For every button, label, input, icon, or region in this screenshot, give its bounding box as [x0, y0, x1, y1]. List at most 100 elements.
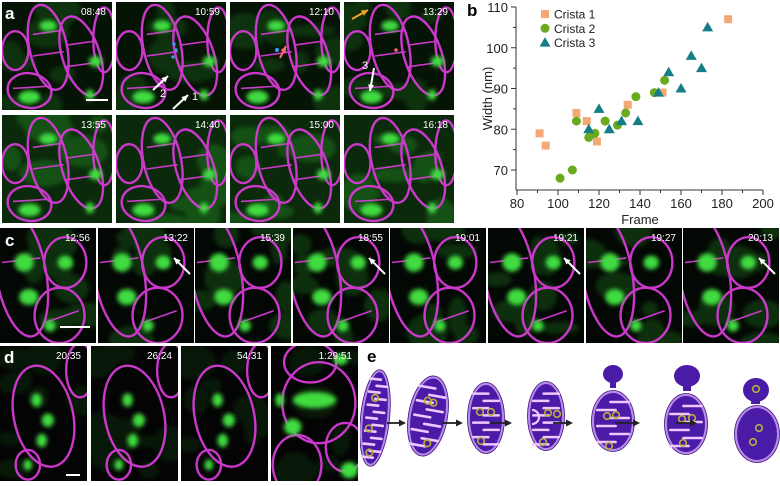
x-tick-label: 80 [510, 196, 524, 211]
timestamp: 13:22 [162, 233, 188, 244]
micrograph-image [344, 115, 454, 223]
timestamp: 54:31 [236, 351, 262, 362]
stage-2-mitochondrion-icon [407, 375, 449, 457]
svg-text:Crista 2: Crista 2 [554, 22, 596, 36]
y-tick-label: 110 [487, 0, 508, 15]
timestamp: 12:10 [308, 7, 334, 18]
timestamp: 20:35 [55, 351, 81, 362]
stage-7-mitochondrion-icon [734, 378, 780, 463]
micrograph-image [293, 228, 389, 343]
svg-text:Crista 3: Crista 3 [554, 36, 596, 50]
marker-dot-icon [394, 48, 398, 52]
timestamp: 19:21 [552, 233, 578, 244]
x-tick-label: 180 [711, 196, 733, 211]
micrograph-panel: 19:01 [390, 228, 486, 343]
timestamp: 10:59 [194, 7, 220, 18]
micrograph-panel: 13:22 [98, 228, 194, 343]
legend-item: Crista 2 [540, 22, 596, 36]
micrograph-panel: 12:56 [0, 228, 96, 343]
scale-bar [86, 99, 108, 101]
micrograph-panel: 14:40 [116, 115, 226, 223]
micrograph-panel: 13:29 3 [344, 2, 454, 110]
panel-label-d: d [4, 348, 15, 367]
stage-4-mitochondrion-icon [527, 381, 565, 451]
y-tick-label: 100 [486, 41, 508, 56]
micrograph-image [98, 228, 194, 343]
arrow-number-label: 3 [362, 60, 369, 72]
series-crista-3 [583, 21, 714, 134]
timestamp: 26:24 [146, 351, 172, 362]
micrograph-panel: 54:31 [181, 346, 268, 481]
panel-label-c: c [5, 231, 15, 250]
micrograph-image [230, 115, 340, 223]
micrograph-image [271, 346, 358, 481]
timestamp: 20:13 [747, 233, 773, 244]
micrograph-image [0, 228, 96, 343]
marker-dot-icon [275, 48, 279, 52]
micrograph-panel: 15:39 [195, 228, 291, 343]
panel-b-chart: 70 80 90 100 110 80 100 120 140 160 180 200 Frame Wid… [452, 0, 780, 228]
timestamp: 13:55 [80, 120, 106, 131]
panel-e-diagram [359, 346, 780, 481]
arrow-icon [758, 257, 776, 275]
transition-arrow-icon [676, 419, 697, 427]
stage-5-mitochondrion-icon [591, 365, 635, 452]
arrow-icon [173, 257, 191, 275]
arrow-icon [279, 45, 287, 59]
arrow-icon [172, 94, 189, 110]
panel-label-e: e [367, 347, 377, 366]
arrow-icon [368, 257, 386, 275]
micrograph-panel: 20:35 [0, 346, 87, 481]
stage-3-mitochondrion-icon [467, 382, 505, 454]
arrow-icon [563, 257, 581, 275]
timestamp: 1:29:51 [318, 351, 352, 362]
micrograph-panel: 20:13 [683, 228, 779, 343]
micrograph-image [586, 228, 682, 343]
scale-bar [60, 326, 90, 328]
stage-1-mitochondrion-icon [359, 369, 391, 467]
micrograph-image [488, 228, 584, 343]
micrograph-panel: 16:18 [344, 115, 454, 223]
timestamp: 15:00 [308, 120, 334, 131]
x-tick-label: 160 [670, 196, 692, 211]
x-axis-label: Frame [621, 212, 659, 227]
timestamp: 08:48 [80, 7, 106, 18]
timestamp: 19:01 [454, 233, 480, 244]
micrograph-panel: 19:21 [488, 228, 584, 343]
micrograph-image [230, 2, 340, 110]
marker-dot-icon [174, 48, 178, 52]
micrograph-panel: 08:48 [2, 2, 112, 110]
arrow-icon [152, 75, 169, 91]
micrograph-image [390, 228, 486, 343]
series-crista-1 [535, 15, 733, 150]
timestamp: 18:55 [357, 233, 383, 244]
x-tick-label: 200 [752, 196, 774, 211]
timestamp: 19:27 [650, 233, 676, 244]
svg-text:Crista 1: Crista 1 [554, 8, 596, 22]
micrograph-panel: 13:55 [2, 115, 112, 223]
arrow-number-label: 2 [160, 88, 167, 100]
micrograph-panel: 10:59 2 1 [116, 2, 226, 110]
timestamp: 13:29 [422, 7, 448, 18]
x-tick-label: 100 [547, 196, 569, 211]
arrow-icon [368, 67, 375, 92]
axes [511, 6, 764, 195]
x-tick-label: 140 [629, 196, 651, 211]
micrograph-panel: 19:27 [586, 228, 682, 343]
x-tick-label: 120 [588, 196, 610, 211]
micrograph-panel: 18:55 [293, 228, 389, 343]
micrograph-image [91, 346, 178, 481]
scale-bar [66, 474, 80, 476]
timestamp: 16:18 [422, 120, 448, 131]
micrograph-image [0, 346, 87, 481]
scatter-plot: 70 80 90 100 110 80 100 120 140 160 180 200 Frame Wid… [480, 0, 774, 227]
arrow-number-label: 1 [192, 91, 199, 103]
transition-arrow-icon [615, 419, 640, 427]
panel-label-a: a [5, 4, 15, 23]
micrograph-panel: 15:00 [230, 115, 340, 223]
stage-6-mitochondrion-icon [664, 365, 708, 455]
timestamp: 12:56 [64, 233, 90, 244]
timestamp: 15:39 [259, 233, 285, 244]
micrograph-image [195, 228, 291, 343]
micrograph-image [683, 228, 779, 343]
